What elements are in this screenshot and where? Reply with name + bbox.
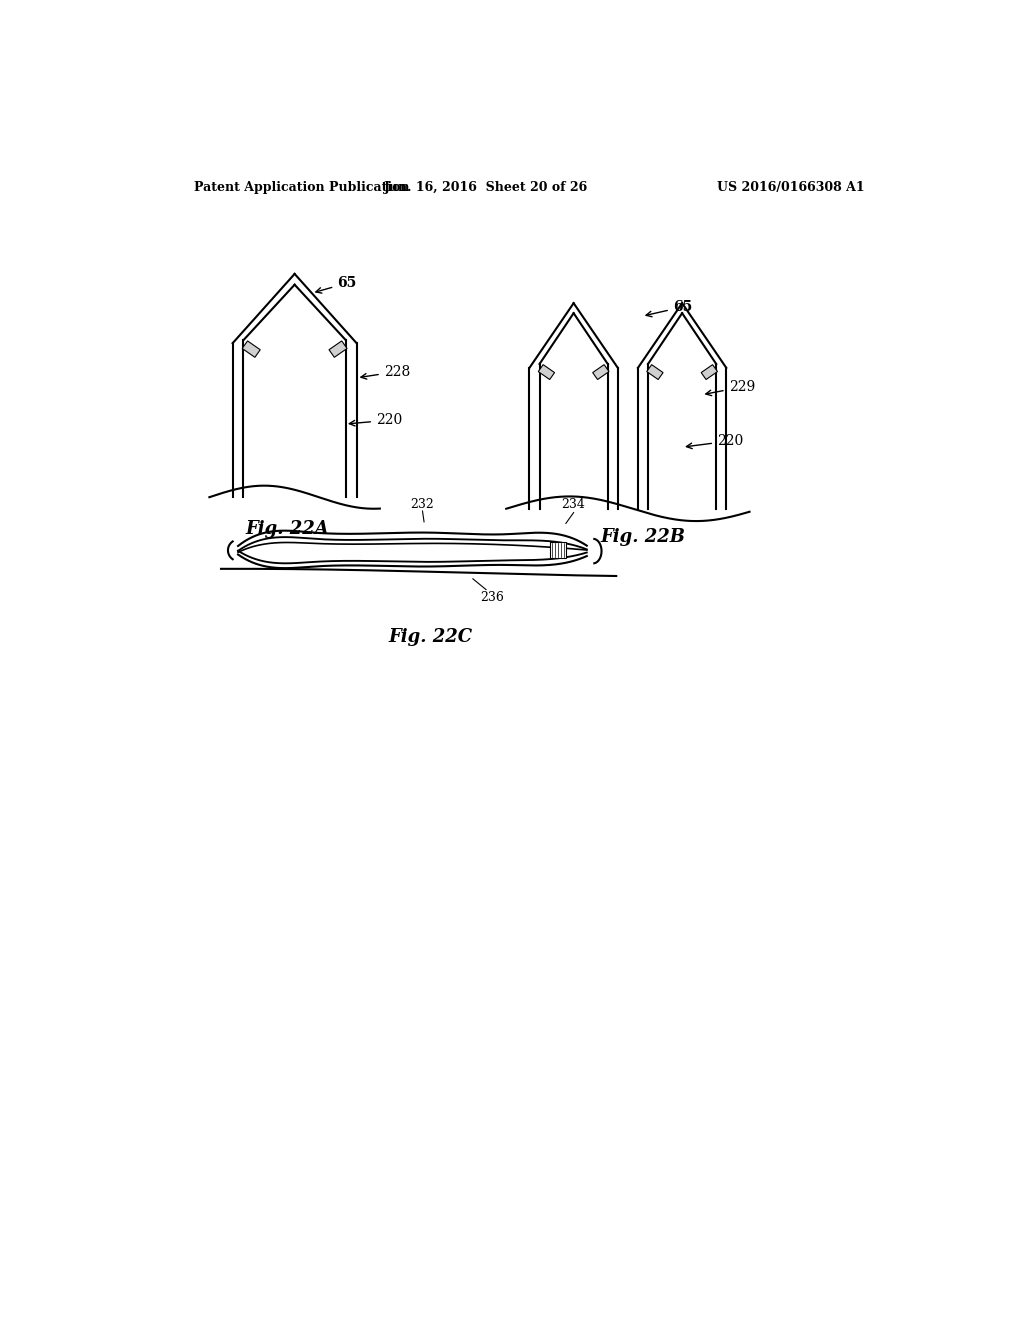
Text: 65: 65 xyxy=(646,300,692,317)
Text: Jun. 16, 2016  Sheet 20 of 26: Jun. 16, 2016 Sheet 20 of 26 xyxy=(384,181,588,194)
Polygon shape xyxy=(243,341,260,358)
Text: 234: 234 xyxy=(562,498,586,511)
Text: 228: 228 xyxy=(360,364,410,379)
Polygon shape xyxy=(550,543,566,558)
Polygon shape xyxy=(593,364,609,380)
Text: Fig. 22C: Fig. 22C xyxy=(388,628,472,645)
Polygon shape xyxy=(232,275,356,498)
Polygon shape xyxy=(329,341,347,358)
Text: 232: 232 xyxy=(411,498,434,511)
Text: 229: 229 xyxy=(706,380,755,396)
Text: 65: 65 xyxy=(315,276,356,293)
Text: Fig. 22A: Fig. 22A xyxy=(245,520,329,539)
Text: US 2016/0166308 A1: US 2016/0166308 A1 xyxy=(717,181,864,194)
Text: Patent Application Publication: Patent Application Publication xyxy=(194,181,410,194)
Polygon shape xyxy=(647,364,664,380)
Text: Fig. 22B: Fig. 22B xyxy=(601,528,686,546)
Text: 236: 236 xyxy=(480,591,504,605)
Text: 220: 220 xyxy=(686,434,743,449)
Polygon shape xyxy=(701,364,718,380)
Text: 220: 220 xyxy=(349,413,402,428)
Polygon shape xyxy=(539,364,555,380)
